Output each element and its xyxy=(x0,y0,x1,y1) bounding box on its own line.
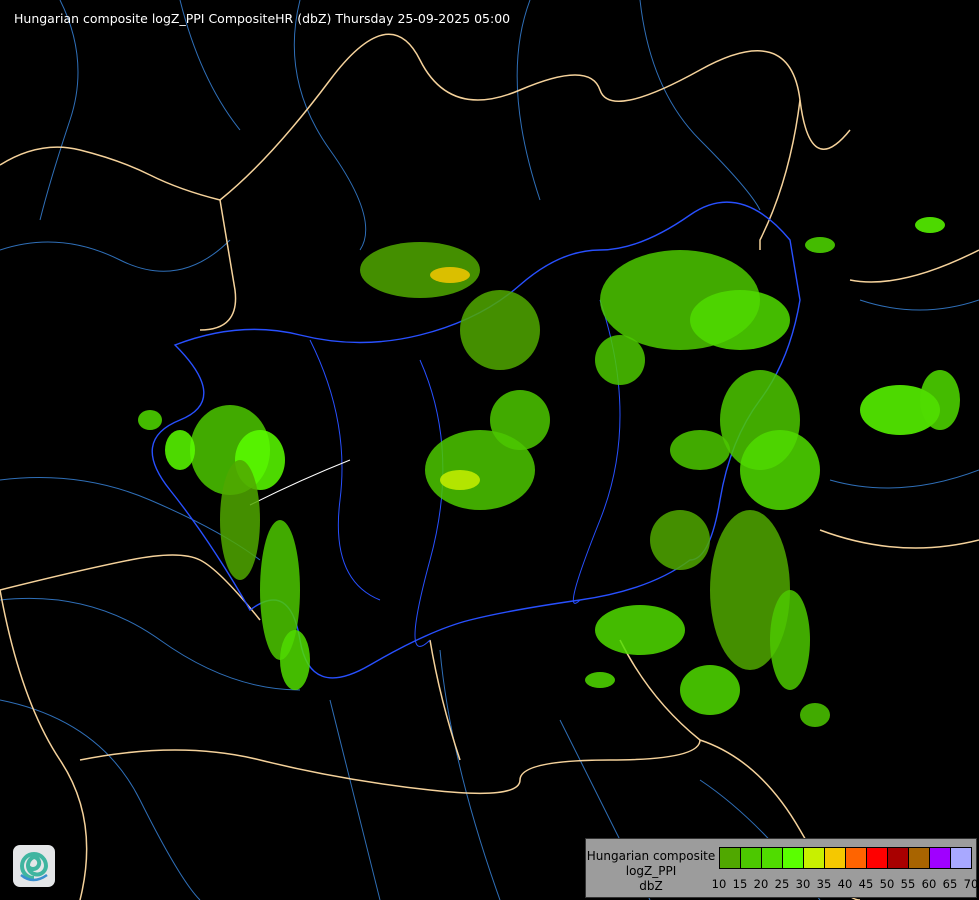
river-line xyxy=(439,649,501,900)
legend-swatch xyxy=(804,848,825,868)
legend-line-2: logZ_PPI xyxy=(625,864,677,878)
legend-tick: 70 xyxy=(963,877,979,891)
radar-echo xyxy=(800,703,830,727)
radar-echo xyxy=(280,630,310,690)
country-border-line xyxy=(819,529,979,549)
legend-swatch xyxy=(888,848,909,868)
river-line xyxy=(179,0,241,131)
radar-echo xyxy=(360,242,480,298)
legend-tick: 15 xyxy=(732,877,748,891)
danube-river-line xyxy=(414,359,444,647)
country-border-line xyxy=(0,146,237,331)
radar-echo xyxy=(650,510,710,570)
river-line xyxy=(0,239,231,272)
legend-tick: 10 xyxy=(711,877,727,891)
radar-echo xyxy=(860,385,940,435)
country-border-line xyxy=(219,33,851,201)
radar-echo xyxy=(740,430,820,510)
radar-echo xyxy=(460,290,540,370)
radar-echo xyxy=(710,510,790,670)
country-border-line xyxy=(79,739,701,795)
legend-tick: 35 xyxy=(816,877,832,891)
legend-swatch xyxy=(867,848,888,868)
radar-echo xyxy=(595,605,685,655)
river-line xyxy=(329,699,381,900)
radar-echo xyxy=(920,370,960,430)
legend-tick: 55 xyxy=(900,877,916,891)
radar-echo xyxy=(805,237,835,253)
country-border-line xyxy=(0,589,88,900)
country-border-line xyxy=(0,554,261,621)
legend-swatch xyxy=(951,848,971,868)
radar-echo xyxy=(440,470,480,490)
legend-tick: 30 xyxy=(795,877,811,891)
county-border-line xyxy=(309,339,381,601)
radar-echo xyxy=(690,290,790,350)
river-line xyxy=(829,469,979,489)
radar-echo xyxy=(425,430,535,510)
river-line xyxy=(516,0,541,201)
legend-tick: 40 xyxy=(837,877,853,891)
radar-echo xyxy=(430,267,470,283)
legend-swatch xyxy=(720,848,741,868)
country-border-line xyxy=(759,99,801,250)
legend-tick: 65 xyxy=(942,877,958,891)
river-line xyxy=(0,597,301,691)
legend-swatch xyxy=(783,848,804,868)
radar-echo xyxy=(138,410,162,430)
radar-echo xyxy=(220,460,260,580)
radar-echo xyxy=(595,335,645,385)
legend-color-bar xyxy=(719,847,972,869)
legend-unit: dbZ xyxy=(639,879,663,893)
legend-tick: 25 xyxy=(774,877,790,891)
radar-echo xyxy=(770,590,810,690)
legend-swatch xyxy=(846,848,867,868)
map-title: Hungarian composite logZ_PPI CompositeHR… xyxy=(14,11,511,26)
country-border-line xyxy=(849,249,979,283)
legend-tick: 50 xyxy=(879,877,895,891)
radar-echo xyxy=(585,672,615,688)
legend-swatch xyxy=(741,848,762,868)
river-line xyxy=(293,0,367,251)
radar-echo xyxy=(915,217,945,233)
radar-echo xyxy=(260,520,300,660)
river-line xyxy=(39,0,79,221)
legend-swatch xyxy=(825,848,846,868)
legend-tick: 20 xyxy=(753,877,769,891)
legend-swatch xyxy=(930,848,951,868)
river-line xyxy=(859,299,979,311)
swirl-logo-icon xyxy=(13,845,55,887)
legend-swatch xyxy=(762,848,783,868)
river-line xyxy=(0,699,201,900)
radar-echo xyxy=(165,430,195,470)
lake-balaton-outline xyxy=(249,459,351,506)
river-line xyxy=(639,0,761,211)
legend-tick: 45 xyxy=(858,877,874,891)
radar-echo xyxy=(670,430,730,470)
country-border-line xyxy=(429,639,461,761)
legend-tick: 60 xyxy=(921,877,937,891)
color-legend: Hungarian composite logZ_PPI dbZ 10 15 20 2… xyxy=(585,838,979,898)
legend-line-1: Hungarian composite xyxy=(586,849,716,863)
legend-swatch xyxy=(909,848,930,868)
radar-echo xyxy=(680,665,740,715)
